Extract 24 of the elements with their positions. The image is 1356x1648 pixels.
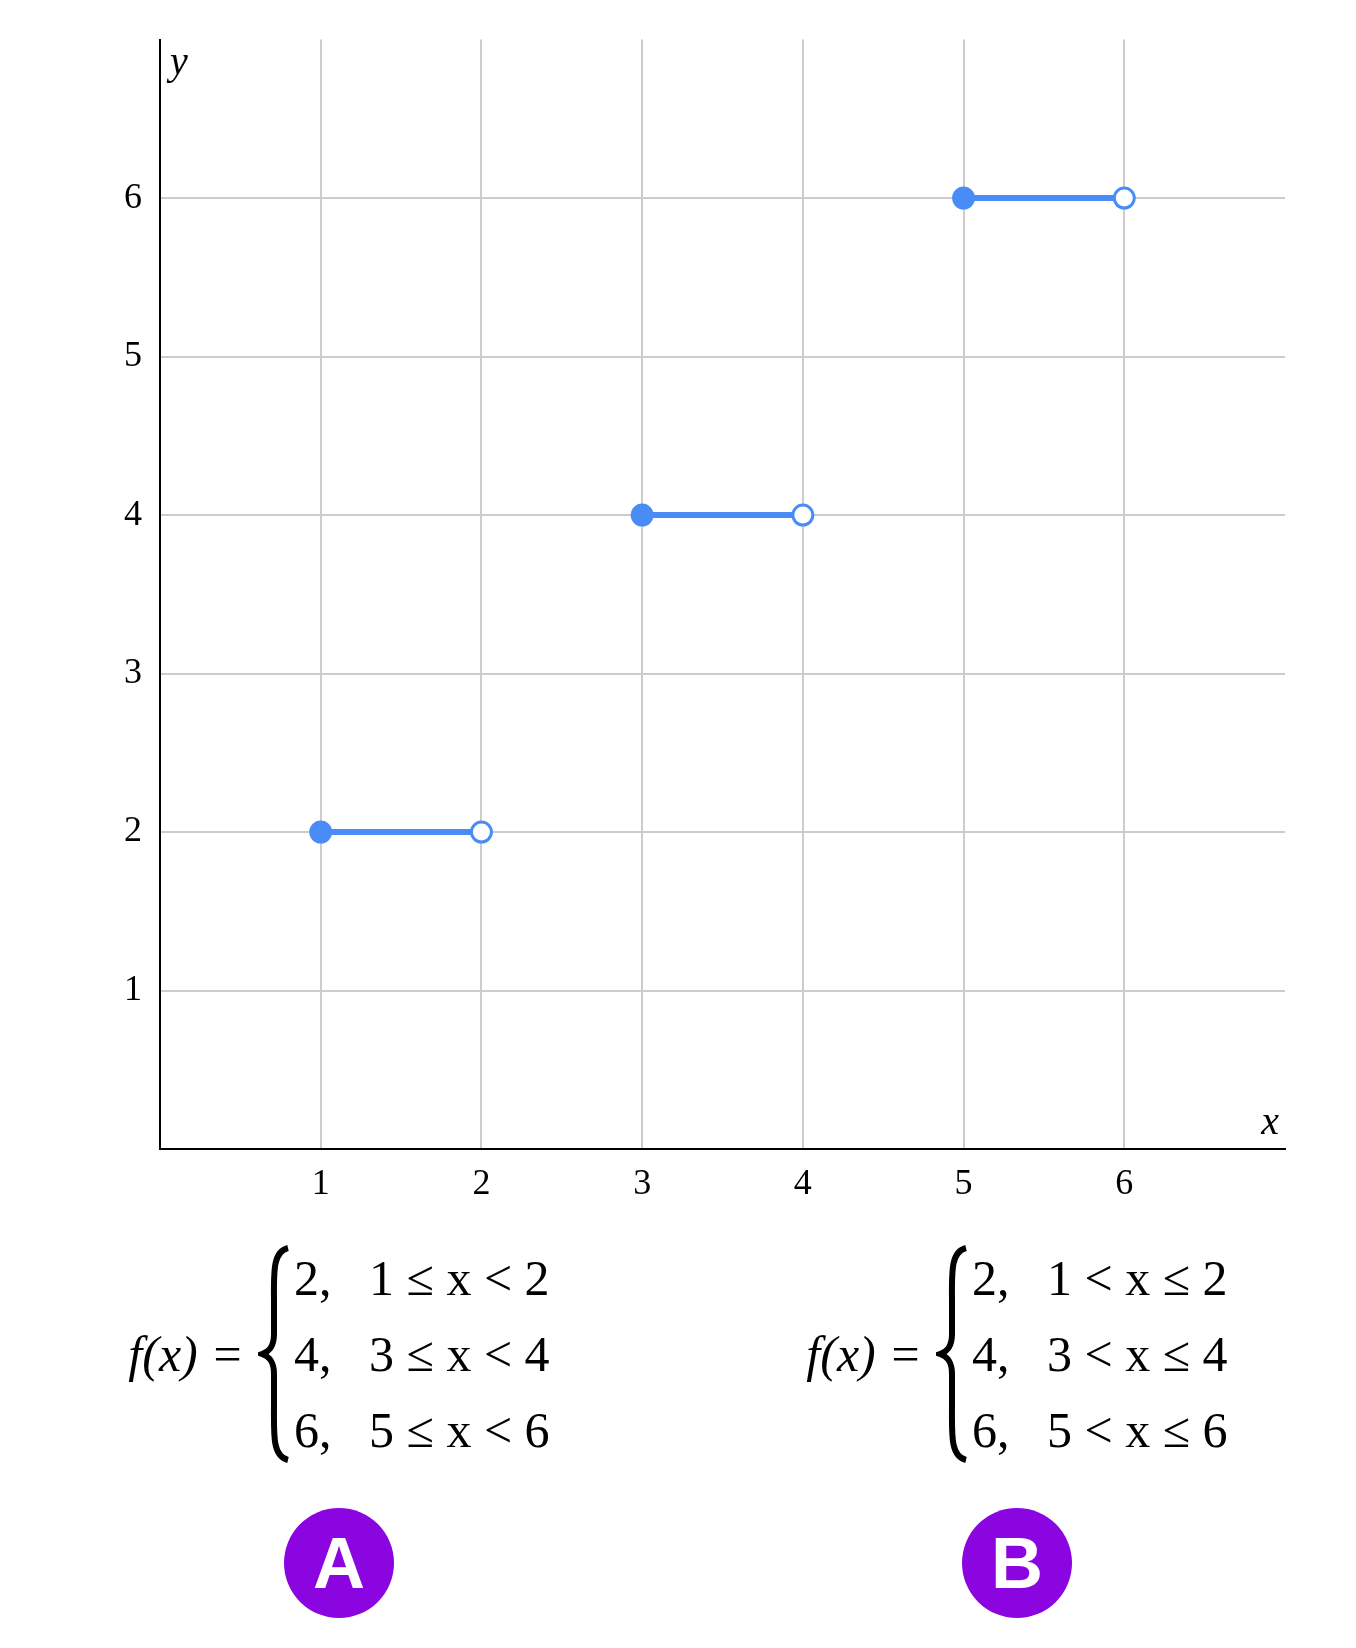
x-tick-label: 1	[311, 1162, 330, 1203]
text: 4, 3 < x ≤ 4	[971, 1325, 1228, 1384]
x-tick-label: 3	[633, 1162, 652, 1203]
text: 2, 1 ≤ x < 2	[293, 1249, 550, 1308]
text: 4, 3 ≤ x < 4	[293, 1325, 550, 1384]
x-tick-label: 2	[472, 1162, 491, 1203]
text: 6, 5 ≤ x < 6	[293, 1401, 550, 1460]
x-axis-title: x	[1260, 1097, 1280, 1143]
y-tick-label: 2	[124, 809, 142, 850]
y-axis-title: y	[166, 38, 188, 84]
x-tick-label: 6	[1115, 1162, 1134, 1203]
y-tick-label: 5	[124, 334, 142, 375]
y-tick-label: 6	[124, 175, 142, 216]
text: 2, 1 < x ≤ 2	[971, 1249, 1228, 1308]
y-tick-label: 3	[124, 651, 142, 691]
x-tick-label: 5	[954, 1162, 973, 1203]
x-tick-label: 4	[793, 1162, 812, 1203]
text: f(x) =	[806, 1325, 922, 1383]
text: f(x) =	[128, 1325, 244, 1383]
text: A	[283, 1508, 394, 1618]
y-tick-label: 1	[124, 967, 142, 1008]
y-tick-label: 4	[124, 492, 142, 533]
text: B	[961, 1508, 1072, 1618]
text: 6, 5 < x ≤ 6	[971, 1401, 1228, 1460]
